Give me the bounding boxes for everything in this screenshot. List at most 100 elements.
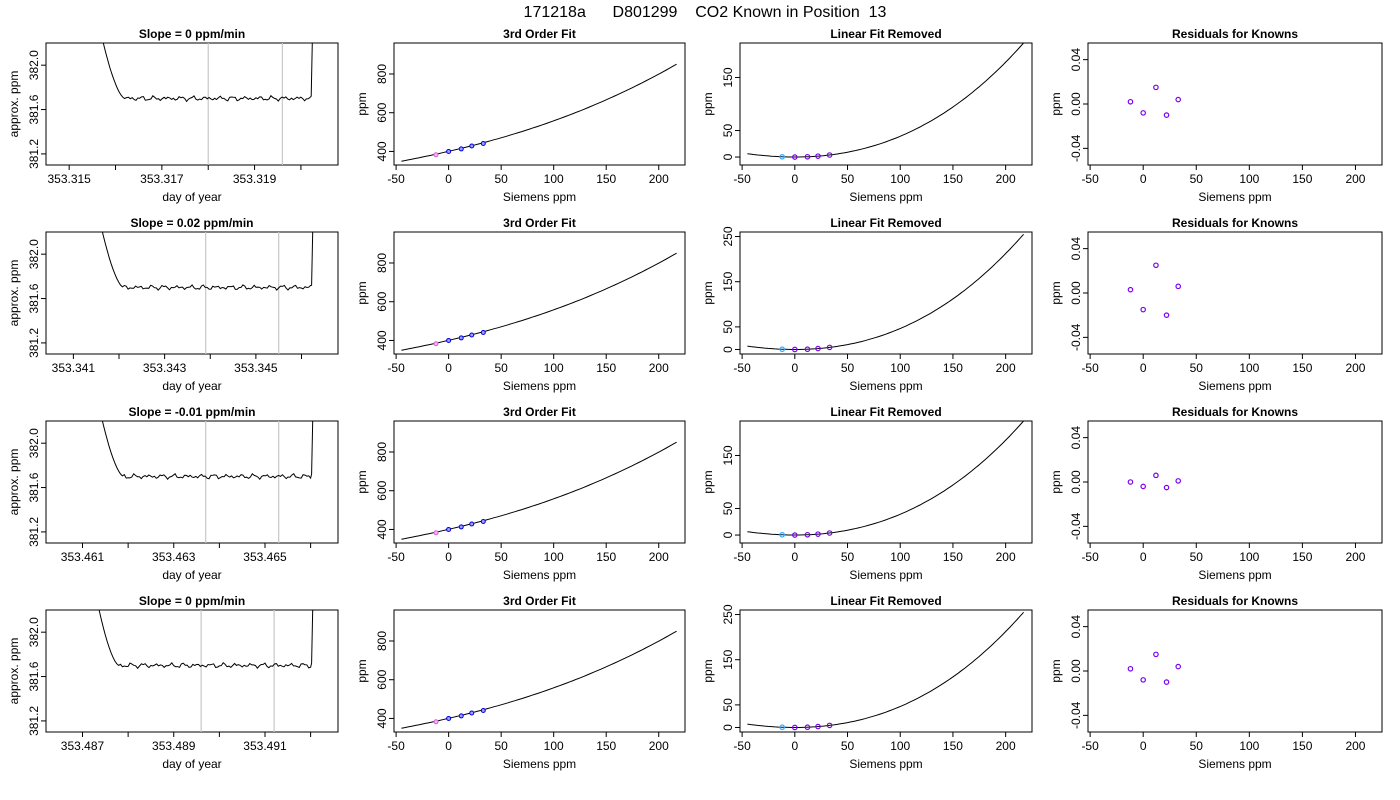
x-tick-label: 150 [943, 172, 963, 186]
x-tick-label: -50 [1081, 361, 1099, 375]
y-axis-label: approx. ppm [7, 71, 21, 138]
known-point [433, 719, 439, 725]
fit-panel: 3rd Order Fit 400 600 800 -50 0 50 100 150 200 Sie… [355, 405, 686, 582]
x-tick-label: 50 [841, 550, 855, 564]
x-tick-label: 150 [596, 739, 616, 753]
y-tick-label: 50 [721, 698, 735, 712]
known-point [792, 724, 798, 731]
residual-curve [747, 611, 1024, 728]
y-tick-label: 400 [375, 141, 389, 161]
x-axis-label: day of year [162, 568, 221, 582]
known-point [480, 519, 486, 525]
x-tick-label: 150 [943, 550, 963, 564]
x-axis-label: Siemens ppm [503, 757, 576, 771]
y-tick-label: 0.04 [1069, 615, 1083, 639]
y-tick-label: 600 [375, 480, 389, 500]
y-axis-label: ppm [701, 92, 715, 115]
x-tick-label: 100 [544, 172, 564, 186]
panel-title: 3rd Order Fit [503, 405, 576, 419]
residual-point [1163, 679, 1170, 685]
x-tick-label: 100 [890, 361, 910, 375]
x-tick-label: 200 [996, 739, 1016, 753]
panel-row-1: Slope = 0 ppm/min 381.2 381.6 382.0 353.315 3… [7, 27, 1383, 204]
known-point [826, 152, 833, 158]
x-tick-label: 50 [1190, 172, 1204, 186]
x-tick-label: 0 [1140, 361, 1147, 375]
y-axis-label: approx. ppm [7, 638, 21, 705]
x-axis-label: Siemens ppm [1198, 757, 1271, 771]
x-tick-label: -50 [387, 550, 405, 564]
y-axis-label: ppm [1049, 92, 1063, 115]
x-tick-label: 0 [445, 172, 452, 186]
y-tick-label: 150 [721, 649, 735, 669]
x-axis-label: day of year [162, 379, 221, 393]
x-tick-label: 353.465 [243, 550, 287, 564]
panel-title: 3rd Order Fit [503, 594, 576, 608]
y-tick-label: 0.04 [1069, 48, 1083, 72]
x-axis-label: Siemens ppm [503, 379, 576, 393]
x-tick-label: -50 [1081, 550, 1099, 564]
residual-point [1163, 312, 1170, 318]
residual-point [1153, 262, 1159, 269]
panel-title: Slope = -0.01 ppm/min [128, 405, 255, 419]
x-tick-label: 50 [1190, 550, 1204, 564]
x-tick-label: 200 [996, 361, 1016, 375]
y-tick-label: 0 [721, 531, 735, 538]
x-axis-label: Siemens ppm [1198, 190, 1271, 204]
x-tick-label: 150 [943, 739, 963, 753]
x-tick-label: -50 [733, 550, 751, 564]
x-axis-label: Siemens ppm [1198, 379, 1271, 393]
x-tick-label: 100 [1239, 361, 1259, 375]
x-tick-label: 150 [1292, 361, 1312, 375]
y-axis-label: approx. ppm [7, 260, 21, 327]
trace-line [98, 610, 314, 670]
linear-removed-panel: Linear Fit Removed 0 50 150 -50 0 50 100 150 200 S… [701, 27, 1033, 204]
y-tick-label: 381.6 [27, 661, 41, 691]
known-point [826, 530, 833, 536]
trace-line [102, 43, 313, 103]
x-tick-label: 50 [841, 361, 855, 375]
residual-point [1153, 84, 1159, 91]
known-point [804, 724, 811, 731]
residual-point [1127, 98, 1134, 105]
x-tick-label: 353.491 [243, 739, 287, 753]
known-point [792, 532, 798, 538]
x-tick-label: 150 [943, 361, 963, 375]
x-axis-label: Siemens ppm [849, 568, 922, 582]
x-tick-label: 200 [996, 172, 1016, 186]
residual-curve [747, 233, 1024, 350]
x-tick-label: 50 [494, 739, 508, 753]
y-tick-label: 800 [375, 64, 389, 84]
known-point [779, 153, 785, 160]
y-axis-label: ppm [1049, 470, 1063, 493]
residual-point [1140, 483, 1146, 490]
known-point [446, 526, 452, 532]
panel-row-4: Slope = 0 ppm/min 381.2 381.6 382.0 353.487 3… [7, 594, 1383, 771]
known-point [469, 143, 475, 149]
x-tick-label: 353.487 [61, 739, 105, 753]
residual-point [1153, 472, 1159, 479]
known-point [469, 332, 475, 338]
linear-removed-panel: Linear Fit Removed 0 50 150 -50 0 50 100 150 200 S… [701, 405, 1033, 582]
x-tick-label: 0 [791, 172, 798, 186]
panel-title: Linear Fit Removed [830, 27, 941, 41]
residuals-panel: Residuals for Knowns -0.04 0.00 0.04 -50 0 50 1… [1049, 216, 1383, 393]
x-tick-label: 100 [890, 550, 910, 564]
x-tick-label: -50 [1081, 739, 1099, 753]
y-tick-label: 600 [375, 669, 389, 689]
y-tick-label: 381.6 [27, 94, 41, 124]
known-point [792, 154, 798, 160]
trace-panel: Slope = 0 ppm/min 381.2 381.6 382.0 353.487 3… [7, 594, 339, 771]
residual-point [1175, 283, 1182, 290]
x-tick-label: 0 [445, 550, 452, 564]
known-point [804, 531, 811, 538]
x-tick-label: 353.343 [143, 361, 187, 375]
x-axis-label: Siemens ppm [1198, 568, 1271, 582]
known-point [826, 344, 833, 351]
known-point [779, 346, 785, 353]
panel-title: Linear Fit Removed [830, 594, 941, 608]
x-tick-label: 0 [791, 739, 798, 753]
y-tick-label: 381.2 [27, 517, 41, 547]
y-tick-label: -0.04 [1069, 323, 1083, 351]
